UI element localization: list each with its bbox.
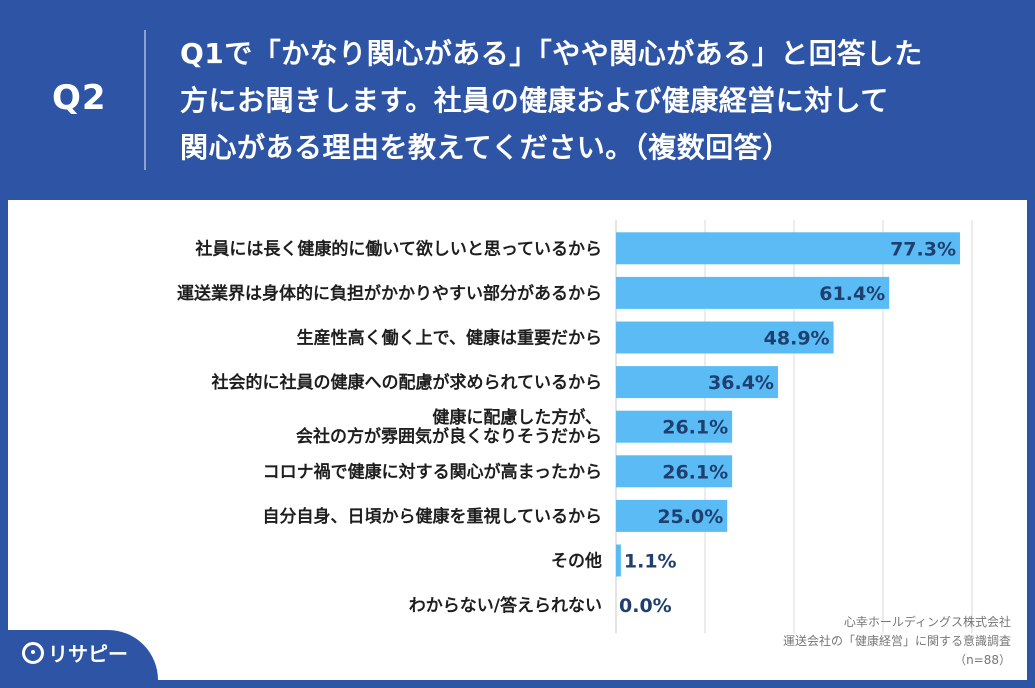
bar: [616, 544, 621, 577]
value-label: 0.0%: [619, 595, 672, 617]
source-sample-size: （n=88）: [954, 653, 1011, 667]
bar: [616, 276, 890, 309]
value-label: 25.0%: [657, 506, 723, 528]
category-label: 運送業界は身体的に負担がかかりやすい部分があるから: [177, 283, 602, 304]
category-label: コロナ禍で健康に対する関心が高まったから: [263, 461, 602, 482]
value-label: 48.9%: [764, 328, 830, 350]
brand-badge: リサピー: [8, 630, 158, 680]
bar: [616, 366, 778, 399]
category-label: 生産性高く働く上で、健康は重要だから: [297, 328, 602, 349]
question-text: Q1で「かなり関心がある」「やや関心がある」と回答した 方にお聞きします。社員の…: [180, 30, 1010, 171]
value-label: 77.3%: [890, 238, 956, 260]
value-label: 26.1%: [662, 461, 728, 483]
category-label: 社会的に社員の健康への配慮が求められているから: [211, 372, 603, 393]
value-label: 1.1%: [624, 551, 677, 573]
header-divider: [144, 30, 146, 170]
question-number: Q2: [52, 78, 107, 118]
bar: [616, 455, 733, 488]
question-line-3: 関心がある理由を教えてください。（複数回答）: [180, 131, 791, 164]
category-label: 自分自身、日頃から健康を重視しているから: [263, 506, 603, 527]
brand-name: リサピー: [48, 642, 128, 666]
question-line-2: 方にお聞きします。社員の健康および健康経営に対して: [180, 84, 889, 117]
value-label: 36.4%: [708, 372, 774, 394]
category-label: 社員には長く健康的に働いて欲しいと思っているから: [194, 238, 602, 259]
bar: [616, 321, 834, 354]
source-note: 心幸ホールディングス株式会社 運送会社の「健康経営」に関する意識調査 （n=88…: [783, 613, 1011, 670]
bar: [616, 410, 733, 443]
header: Q2 Q1で「かなり関心がある」「やや関心がある」と回答した 方にお聞きします。…: [0, 0, 1035, 200]
value-label: 26.1%: [662, 417, 728, 439]
source-survey: 運送会社の「健康経営」に関する意識調査: [782, 634, 1011, 648]
brand-logo: リサピー: [22, 638, 128, 667]
source-company: 心幸ホールディングス株式会社: [843, 615, 1011, 629]
bar: [616, 499, 728, 532]
question-line-1: Q1で「かなり関心がある」「やや関心がある」と回答した: [180, 37, 923, 70]
category-label: わからない/答えられない: [409, 595, 602, 616]
chart-panel: 社員には長く健康的に働いて欲しいと思っているから 77.3% 運送業界は身体的に負担…: [8, 200, 1027, 680]
value-label: 61.4%: [819, 283, 885, 305]
category-label: 健康に配慮した方が、会社の方が雰囲気が良くなりそうだから: [296, 407, 602, 447]
bar-chart: 社員には長く健康的に働いて欲しいと思っているから 77.3% 運送業界は身体的に負担…: [177, 220, 973, 634]
location-pin-icon: [22, 641, 44, 664]
category-label: その他: [551, 551, 602, 572]
bar: [616, 232, 960, 265]
